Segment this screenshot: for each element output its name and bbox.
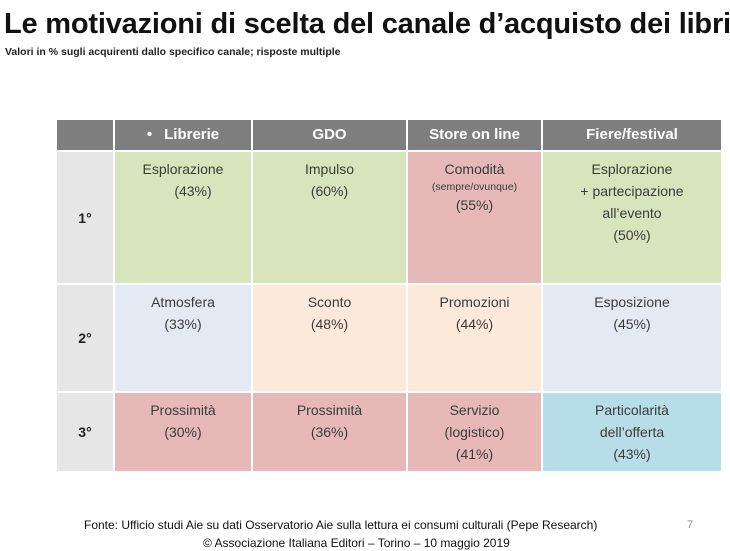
cell-label: Esplorazione xyxy=(142,161,224,177)
cell-label: Esplorazione xyxy=(591,161,673,177)
cell-value: (43%) xyxy=(613,446,651,462)
table-cell: Prossimità (30%) xyxy=(113,391,253,473)
table-cell: Impulso (60%) xyxy=(251,150,408,285)
header-librerie: • Librerie xyxy=(113,118,253,152)
cell-label: Particolarità xyxy=(595,402,669,418)
cell-value: (36%) xyxy=(310,424,349,440)
cell-label-line2: dell’offerta xyxy=(599,424,665,440)
cell-label-line2: (logistico) xyxy=(444,424,505,440)
cell-label: Comodità xyxy=(444,161,505,177)
cell-value: (44%) xyxy=(455,316,494,332)
cell-note: (sempre/ovunque) xyxy=(431,181,518,193)
cell-value: (50%) xyxy=(613,227,651,243)
cell-value: (48%) xyxy=(310,316,349,332)
table-cell: Particolarità dell’offerta (43%) xyxy=(541,391,723,473)
footer-source: Fonte: Ufficio studi Aie su dati Osserva… xyxy=(84,518,598,532)
rank-label: 1° xyxy=(55,150,115,285)
page-number: 7 xyxy=(687,519,694,531)
cell-label: Prossimità xyxy=(296,402,363,418)
cell-value: (41%) xyxy=(455,446,494,462)
header-fiere-festival: Fiere/festival xyxy=(541,118,723,152)
cell-value: (55%) xyxy=(455,197,494,213)
footer-copyright: © Associazione Italiana Editori – Torino… xyxy=(203,536,510,550)
table-cell: Servizio (logistico) (41%) xyxy=(406,391,543,473)
table-cell: Promozioni (44%) xyxy=(406,283,543,393)
cell-label: Impulso xyxy=(304,161,355,177)
cell-label: Prossimità xyxy=(150,402,216,418)
table-cell: Comodità (sempre/ovunque) (55%) xyxy=(406,150,543,285)
cell-label: Promozioni xyxy=(439,294,510,310)
table-cell: Esplorazione + partecipazione all’evento… xyxy=(541,150,723,285)
rank-label: 2° xyxy=(55,283,115,393)
table-row: 1° Esplorazione (43%) Impulso (60%) Como… xyxy=(55,150,723,285)
cell-label: Esposizione xyxy=(594,294,670,310)
cell-label-line3: all’evento xyxy=(602,205,662,221)
cell-value: (60%) xyxy=(310,183,349,199)
slide-subtitle: Valori in % sugli acquirenti dallo speci… xyxy=(5,46,341,58)
cell-value: (45%) xyxy=(613,316,651,332)
cell-value: (43%) xyxy=(174,183,212,199)
table-cell: Prossimità (36%) xyxy=(251,391,408,473)
cell-label: Servizio xyxy=(449,402,500,418)
table-cell: Esplorazione (43%) xyxy=(113,150,253,285)
header-gdo: GDO xyxy=(251,118,408,152)
header-store-online: Store on line xyxy=(406,118,543,152)
header-row: • Librerie GDO Store on line Fiere/festiv… xyxy=(55,118,723,152)
table-row: 2° Atmosfera (33%) Sconto (48%) Promozio… xyxy=(55,283,723,393)
cell-label-line2: + partecipazione xyxy=(580,183,684,199)
table-row: 3° Prossimità (30%) Prossimità (36%) Ser… xyxy=(55,391,723,473)
cell-label: Atmosfera xyxy=(151,294,215,310)
table-cell: Atmosfera (33%) xyxy=(113,283,253,393)
motivations-table: • Librerie GDO Store on line Fiere/festiv… xyxy=(55,118,723,473)
header-bullet: • xyxy=(146,126,153,143)
rank-label: 3° xyxy=(55,391,115,473)
cell-label: Sconto xyxy=(307,294,352,310)
slide-title: Le motivazioni di scelta del canale d’ac… xyxy=(4,8,730,40)
header-corner xyxy=(55,118,115,152)
table-cell: Sconto (48%) xyxy=(251,283,408,393)
cell-value: (33%) xyxy=(164,316,202,332)
table-cell: Esposizione (45%) xyxy=(541,283,723,393)
cell-value: (30%) xyxy=(164,424,202,440)
